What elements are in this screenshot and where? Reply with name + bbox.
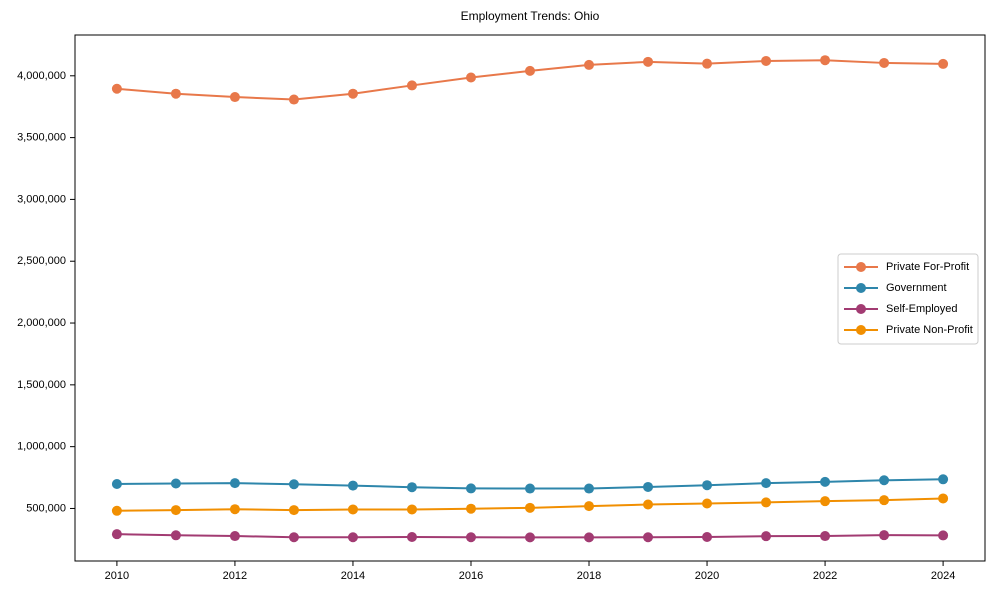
- legend-marker: [856, 304, 866, 314]
- legend-item-government: Government: [844, 282, 947, 294]
- data-point-private-for-profit: [111, 83, 122, 94]
- data-point-self-employed: [229, 531, 240, 542]
- y-tick-label: 2,000,000: [17, 317, 66, 329]
- data-point-private-for-profit: [702, 58, 713, 69]
- legend-marker: [856, 262, 866, 272]
- x-tick-label: 2020: [695, 570, 719, 582]
- y-tick-label: 3,000,000: [17, 193, 66, 205]
- legend-marker: [856, 283, 866, 293]
- legend-box: [837, 253, 979, 345]
- data-point-private-for-profit: [525, 65, 535, 76]
- plot-area: 500,000 1,000,000 1,500,000 2,000,000 2,500,…: [17, 34, 986, 582]
- data-point-private-non-profit: [229, 504, 240, 515]
- legend-label: Self-Employed: [886, 303, 958, 315]
- data-point-private-for-profit: [170, 88, 181, 99]
- data-point-private-non-profit: [820, 496, 831, 507]
- data-point-self-employed: [879, 530, 890, 541]
- y-tick-label: 4,000,000: [17, 70, 66, 82]
- data-point-self-employed: [347, 532, 358, 543]
- data-point-self-employed: [584, 532, 595, 543]
- data-point-self-employed: [111, 529, 122, 540]
- legend: Private For-Profit Government Self-Employe…: [837, 253, 979, 345]
- data-point-self-employed: [525, 532, 535, 543]
- x-tick-label: 2014: [341, 570, 365, 582]
- data-point-government: [820, 476, 831, 487]
- legend-label: Private Non-Profit: [886, 324, 973, 336]
- x-tick-label: 2018: [577, 570, 601, 582]
- data-point-private-for-profit: [643, 56, 654, 67]
- data-point-self-employed: [820, 531, 831, 542]
- data-point-government: [879, 475, 890, 486]
- data-point-private-non-profit: [702, 498, 713, 509]
- data-point-self-employed: [938, 530, 949, 541]
- data-point-private-non-profit: [406, 504, 417, 515]
- data-point-government: [938, 474, 949, 485]
- data-point-private-for-profit: [761, 55, 772, 66]
- data-point-self-employed: [406, 532, 417, 543]
- data-point-private-non-profit: [643, 499, 654, 510]
- data-point-government: [465, 483, 476, 494]
- data-point-government: [288, 479, 299, 490]
- legend-item-private-non-profit: Private Non-Profit: [844, 324, 973, 336]
- data-point-government: [643, 481, 654, 492]
- data-point-private-for-profit: [406, 80, 417, 91]
- data-point-government: [702, 480, 713, 491]
- data-point-self-employed: [288, 532, 299, 543]
- data-point-self-employed: [465, 532, 476, 543]
- data-point-government: [761, 478, 772, 489]
- data-point-private-for-profit: [820, 55, 831, 66]
- chart-title: Employment Trends: Ohio: [461, 9, 600, 23]
- legend-label: Private For-Profit: [886, 261, 969, 273]
- data-point-private-non-profit: [465, 503, 476, 514]
- legend-label: Government: [886, 282, 947, 294]
- data-point-private-non-profit: [938, 493, 949, 504]
- data-point-private-non-profit: [584, 501, 595, 512]
- data-point-government: [584, 483, 595, 494]
- data-point-self-employed: [643, 532, 654, 543]
- y-tick-label: 3,500,000: [17, 132, 66, 144]
- data-point-private-for-profit: [879, 57, 890, 68]
- x-tick-label: 2024: [931, 570, 955, 582]
- data-point-private-non-profit: [347, 504, 358, 515]
- data-point-private-non-profit: [879, 495, 890, 506]
- data-point-government: [111, 478, 122, 489]
- legend-item-self-employed: Self-Employed: [844, 303, 958, 315]
- data-point-government: [170, 478, 181, 489]
- y-tick-label: 2,500,000: [17, 255, 66, 267]
- legend-marker: [856, 325, 866, 335]
- x-tick-label: 2012: [223, 570, 247, 582]
- data-point-private-non-profit: [170, 505, 181, 516]
- x-tick-label: 2022: [813, 570, 837, 582]
- data-point-government: [525, 483, 535, 494]
- data-point-government: [406, 482, 417, 493]
- data-point-private-for-profit: [465, 72, 476, 83]
- y-tick-label: 1,000,000: [17, 441, 66, 453]
- data-point-private-for-profit: [347, 88, 358, 99]
- data-point-government: [347, 480, 358, 491]
- data-point-private-non-profit: [111, 505, 122, 516]
- data-point-self-employed: [170, 530, 181, 541]
- data-point-private-for-profit: [938, 58, 949, 69]
- data-point-private-non-profit: [288, 505, 299, 516]
- y-tick-label: 1,500,000: [17, 379, 66, 391]
- data-point-private-non-profit: [525, 502, 535, 513]
- axes-spines: [74, 34, 986, 562]
- data-point-private-for-profit: [229, 92, 240, 103]
- x-tick-label: 2016: [459, 570, 483, 582]
- y-tick-label: 500,000: [26, 502, 66, 514]
- data-point-private-non-profit: [761, 497, 772, 508]
- data-point-private-for-profit: [288, 94, 299, 105]
- data-point-private-for-profit: [584, 59, 595, 70]
- data-point-self-employed: [761, 531, 772, 542]
- legend-item-private-for-profit: Private For-Profit: [844, 261, 969, 273]
- x-tick-label: 2010: [105, 570, 129, 582]
- data-point-self-employed: [702, 532, 713, 543]
- data-point-government: [229, 478, 240, 489]
